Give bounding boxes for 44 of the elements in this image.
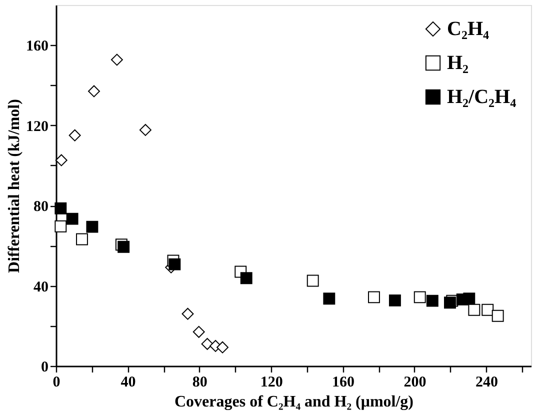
x-axis-title: Coverages of C₂H₄ and H₂ (μmol/g) bbox=[174, 394, 414, 410]
legend-label: H₂/C₂H₄ bbox=[447, 86, 516, 108]
point bbox=[168, 258, 181, 270]
point bbox=[110, 54, 123, 66]
point bbox=[139, 124, 152, 136]
point bbox=[492, 310, 504, 322]
point bbox=[88, 85, 100, 98]
y-tick-label: 160 bbox=[26, 38, 48, 55]
point bbox=[54, 202, 67, 214]
y-tick-label: 40 bbox=[34, 279, 48, 296]
point bbox=[54, 220, 67, 232]
point bbox=[86, 220, 98, 233]
point bbox=[182, 308, 194, 320]
point bbox=[66, 212, 78, 225]
point bbox=[444, 296, 456, 309]
point bbox=[463, 292, 476, 305]
x-tick-label: 80 bbox=[192, 374, 208, 390]
point bbox=[68, 129, 81, 142]
point bbox=[192, 326, 205, 338]
point bbox=[118, 240, 130, 253]
point bbox=[414, 291, 426, 304]
point bbox=[323, 292, 336, 305]
x-tick-label: 40 bbox=[120, 374, 136, 390]
point bbox=[240, 272, 252, 284]
y-tick-label: 80 bbox=[34, 199, 48, 216]
x-tick-label: 240 bbox=[475, 374, 498, 390]
point bbox=[426, 294, 438, 307]
point bbox=[482, 304, 494, 316]
point bbox=[368, 291, 380, 304]
y-axis-title: Differential heat (kJ/mol) bbox=[6, 99, 23, 273]
point bbox=[55, 154, 68, 166]
legend-label: C₂H₄ bbox=[447, 18, 489, 40]
x-tick-label: 160 bbox=[332, 374, 355, 390]
point bbox=[306, 274, 319, 287]
point bbox=[468, 304, 480, 316]
y-tick-label: 120 bbox=[26, 118, 48, 135]
point bbox=[216, 341, 228, 354]
y-tick-label: 0 bbox=[41, 360, 48, 376]
point bbox=[388, 294, 401, 306]
x-tick-label: 0 bbox=[52, 374, 60, 390]
legend-label: H₂ bbox=[447, 52, 469, 74]
point bbox=[76, 233, 88, 246]
x-tick-label: 200 bbox=[404, 374, 426, 390]
x-tick-label: 120 bbox=[260, 374, 283, 390]
